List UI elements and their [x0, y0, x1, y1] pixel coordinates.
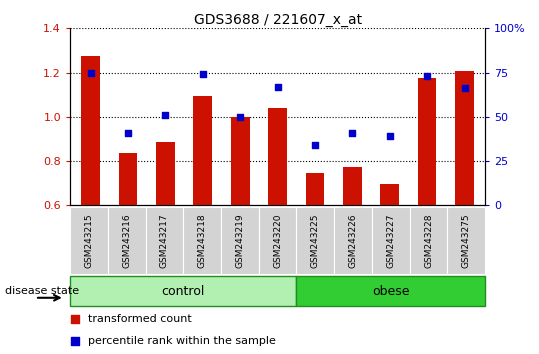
- Text: GSM243225: GSM243225: [311, 213, 320, 268]
- Bar: [231, 117, 250, 205]
- Point: [86, 70, 95, 75]
- Bar: [418, 78, 437, 205]
- Text: GSM243228: GSM243228: [424, 213, 433, 268]
- Bar: [108, 207, 146, 274]
- Text: GSM243226: GSM243226: [349, 213, 357, 268]
- Bar: [306, 172, 324, 205]
- Point: [348, 130, 357, 136]
- Bar: [268, 108, 287, 205]
- Text: GSM243216: GSM243216: [122, 213, 131, 268]
- Bar: [372, 207, 410, 274]
- Bar: [183, 207, 221, 274]
- Point: [423, 73, 431, 79]
- Bar: [296, 207, 334, 274]
- Point: [460, 86, 469, 91]
- Bar: [259, 207, 296, 274]
- Text: percentile rank within the sample: percentile rank within the sample: [88, 336, 277, 346]
- Title: GDS3688 / 221607_x_at: GDS3688 / 221607_x_at: [194, 13, 362, 27]
- Point: [198, 72, 207, 77]
- Text: disease state: disease state: [5, 286, 80, 296]
- Text: GSM243215: GSM243215: [85, 213, 93, 268]
- Text: GSM243227: GSM243227: [386, 213, 395, 268]
- Point: [161, 112, 170, 118]
- Bar: [70, 207, 108, 274]
- Text: GSM243217: GSM243217: [160, 213, 169, 268]
- Bar: [146, 207, 183, 274]
- Text: GSM243219: GSM243219: [236, 213, 244, 268]
- Text: GSM243218: GSM243218: [198, 213, 206, 268]
- Bar: [194, 96, 212, 205]
- Bar: [343, 167, 362, 205]
- Point: [385, 133, 394, 139]
- Point: [71, 316, 79, 322]
- Bar: [221, 207, 259, 274]
- Text: control: control: [162, 285, 205, 298]
- Bar: [381, 184, 399, 205]
- Text: GSM243220: GSM243220: [273, 213, 282, 268]
- Point: [71, 338, 79, 343]
- Text: obese: obese: [372, 285, 410, 298]
- Point: [310, 142, 319, 148]
- Bar: [70, 276, 296, 306]
- Bar: [455, 72, 474, 205]
- Text: transformed count: transformed count: [88, 314, 192, 324]
- Bar: [156, 142, 175, 205]
- Text: GSM243275: GSM243275: [462, 213, 471, 268]
- Bar: [334, 207, 372, 274]
- Point: [124, 130, 133, 136]
- Point: [236, 114, 245, 120]
- Point: [273, 84, 282, 90]
- Bar: [410, 207, 447, 274]
- Bar: [447, 207, 485, 274]
- Bar: [296, 276, 485, 306]
- Bar: [81, 56, 100, 205]
- Bar: [119, 153, 137, 205]
